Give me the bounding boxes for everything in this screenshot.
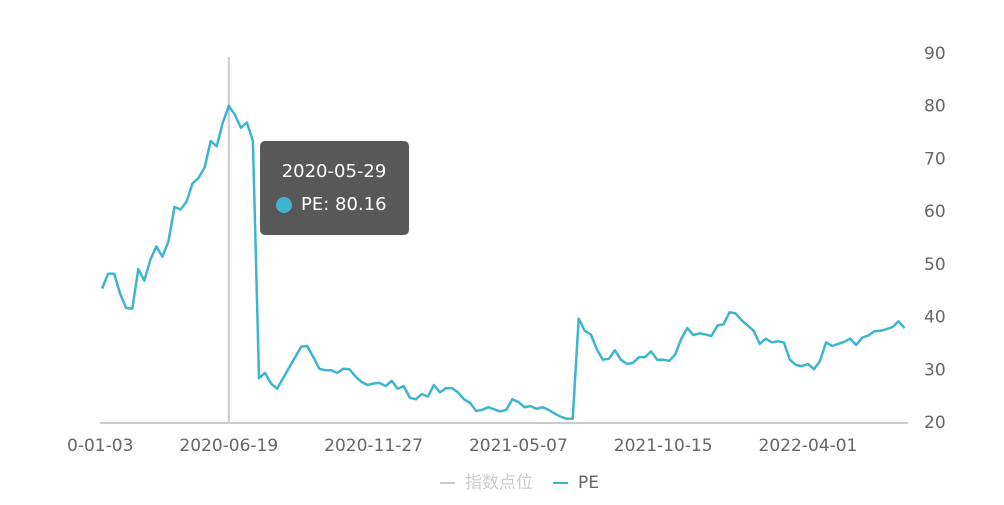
y-tick-label: 30 xyxy=(924,360,946,380)
y-tick-label: 80 xyxy=(924,97,946,117)
x-tick-label: 2020-01-03 xyxy=(35,436,134,456)
legend-label[interactable]: PE xyxy=(578,473,599,493)
tooltip-title: 2020-05-29 xyxy=(282,161,387,182)
x-tick-label: 2022-04-01 xyxy=(759,436,858,456)
tooltip-marker xyxy=(276,197,292,213)
x-axis: 2020-01-03 2020-06-19 2020-11-27 2021-05-07… xyxy=(35,436,858,456)
y-tick-label: 40 xyxy=(924,308,946,328)
legend-label[interactable]: 指数点位 xyxy=(465,473,533,493)
y-tick-label: 50 xyxy=(924,255,946,275)
x-tick-label: 2021-10-15 xyxy=(614,436,713,456)
x-tick-label: 2021-05-07 xyxy=(469,436,568,456)
y-tick-label: 70 xyxy=(924,149,946,169)
tooltip-box xyxy=(260,141,409,235)
line-series xyxy=(100,104,906,421)
y-tick-label: 20 xyxy=(924,413,946,433)
x-tick-label: 2020-11-27 xyxy=(324,436,423,456)
y-tick-label: 60 xyxy=(924,202,946,222)
y-tick-label: 90 xyxy=(924,44,946,64)
tooltip-label: PE: 80.16 xyxy=(301,194,387,215)
x-tick-label: 2020-06-19 xyxy=(179,436,278,456)
